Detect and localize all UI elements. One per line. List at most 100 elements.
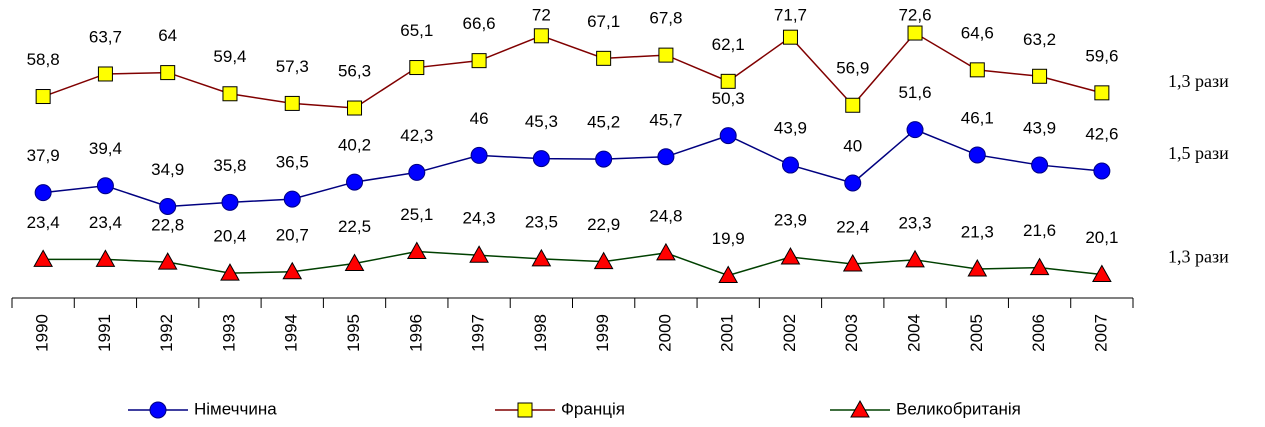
data-label: 50,3 (712, 89, 745, 108)
x-tick-label: 1993 (219, 314, 238, 352)
marker (282, 261, 303, 280)
data-label: 19,9 (712, 229, 745, 248)
x-tick-label: 1990 (33, 314, 52, 352)
marker (656, 242, 676, 261)
data-label: 25,1 (400, 205, 433, 224)
x-tick-label: 2004 (905, 314, 924, 352)
marker (531, 248, 552, 267)
data-label: 63,2 (1023, 30, 1056, 49)
marker (96, 177, 114, 195)
marker (406, 241, 427, 260)
marker (844, 174, 862, 192)
data-label: 42,3 (400, 126, 433, 145)
data-label: 24,3 (463, 209, 496, 228)
data-label: 72 (532, 5, 551, 24)
marker (907, 25, 923, 41)
x-tick-label: 1995 (344, 314, 363, 352)
data-label: 72,6 (898, 5, 931, 24)
marker (593, 251, 614, 270)
marker (1029, 257, 1050, 276)
marker (842, 253, 863, 272)
x-tick-label: 2001 (718, 314, 737, 352)
data-label: 20,1 (1085, 228, 1118, 247)
data-label: 57,3 (276, 57, 309, 76)
x-tick-label: 1991 (95, 314, 114, 352)
marker (968, 146, 986, 164)
data-label: 46 (470, 109, 489, 128)
data-label: 35,8 (213, 156, 246, 175)
data-label: 40,2 (338, 136, 371, 155)
marker (159, 197, 177, 215)
legend-item: Німеччина (128, 399, 277, 419)
data-label: 45,2 (587, 113, 620, 132)
data-label: 43,9 (774, 119, 807, 138)
marker (469, 245, 489, 263)
data-label: 62,1 (712, 35, 745, 54)
data-label: 67,8 (649, 9, 682, 28)
data-label: 21,6 (1023, 221, 1056, 240)
marker (409, 60, 425, 76)
annotation: 1,3 рази (1168, 71, 1229, 91)
marker (33, 249, 53, 267)
marker (408, 163, 426, 181)
legend-item: Великобританія (830, 399, 1021, 418)
marker (1031, 156, 1049, 174)
marker (222, 86, 238, 102)
marker (221, 193, 239, 211)
data-label: 58,8 (27, 50, 60, 69)
series-line (43, 250, 1102, 277)
data-label: 40 (843, 136, 862, 155)
x-tick-label: 1994 (282, 314, 301, 352)
data-label: 59,6 (1085, 46, 1118, 65)
marker (157, 252, 178, 270)
data-label: 21,3 (961, 223, 994, 242)
x-tick-label: 1996 (406, 314, 425, 352)
x-tick-label: 2006 (1029, 314, 1048, 352)
data-label: 23,4 (27, 213, 60, 232)
annotation: 1,5 рази (1168, 143, 1229, 163)
data-label: 22,5 (338, 217, 371, 236)
marker (781, 156, 799, 174)
marker (34, 184, 52, 202)
data-label: 45,7 (649, 110, 682, 129)
marker (1092, 264, 1112, 283)
x-tick-label: 2005 (967, 314, 986, 352)
marker (595, 150, 613, 168)
annotation: 1,3 рази (1168, 247, 1229, 267)
x-tick-label: 2002 (780, 314, 799, 352)
x-tick-label: 1992 (157, 314, 176, 352)
x-tick-label: 2000 (655, 314, 674, 352)
data-label: 34,9 (151, 160, 184, 179)
marker (720, 73, 736, 89)
data-label: 24,8 (649, 206, 682, 225)
series-line (42, 32, 1103, 109)
x-tick-label: 1999 (593, 314, 612, 352)
data-label: 22,8 (151, 216, 184, 235)
data-label: 43,9 (1023, 119, 1056, 138)
data-label: 67,1 (587, 12, 620, 31)
data-label: 20,4 (213, 227, 246, 246)
data-label: 22,9 (587, 215, 620, 234)
data-label: 64,6 (961, 23, 994, 42)
marker (1094, 85, 1110, 101)
legend-label: Франція (561, 399, 625, 418)
marker (347, 100, 363, 116)
x-tick-label: 2003 (842, 314, 861, 352)
data-label: 23,5 (525, 212, 558, 231)
marker (782, 29, 798, 45)
marker (718, 265, 739, 283)
marker (471, 53, 487, 69)
marker (344, 253, 365, 271)
marker (149, 401, 167, 419)
marker (596, 50, 612, 66)
legend-item: Франція (495, 399, 625, 418)
marker (35, 89, 51, 105)
marker (346, 173, 364, 191)
marker (95, 249, 116, 267)
x-tick-label: 1998 (531, 314, 550, 352)
marker (160, 65, 176, 81)
marker (283, 190, 301, 208)
marker (658, 47, 674, 63)
